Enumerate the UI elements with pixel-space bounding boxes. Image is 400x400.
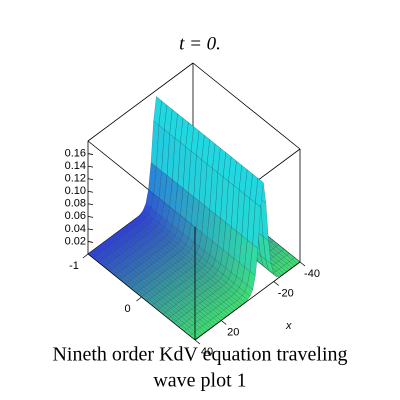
y-tick (82, 253, 89, 259)
x-tick (194, 339, 201, 345)
y-tick (136, 296, 142, 302)
x-tick (221, 320, 227, 325)
y-tick-label: 0 (124, 303, 130, 315)
z-tick (87, 153, 94, 155)
x-tick-label: 20 (227, 326, 239, 338)
z-tick-label: 0.06 (65, 210, 86, 222)
caption: wave plot 1 (153, 370, 246, 392)
chart-title: t = 0. (179, 33, 221, 54)
box-edge (87, 62, 194, 142)
z-tick-label: 0.14 (65, 160, 86, 172)
box-edge (192, 62, 301, 150)
z-tick (87, 165, 94, 168)
z-tick (87, 215, 94, 218)
x-tick (299, 261, 306, 267)
z-tick-label: 0.04 (65, 223, 86, 235)
x-axis-label: x (285, 320, 292, 332)
caption: Nineth order KdV equation traveling (52, 344, 347, 366)
z-tick-label: 0.02 (65, 235, 86, 247)
z-tick-label: 0.10 (65, 185, 86, 197)
z-tick-label: 0.12 (65, 173, 86, 185)
z-tick-label: 0.16 (65, 147, 86, 159)
x-tick-label: -40 (304, 268, 320, 280)
z-tick (87, 203, 94, 206)
x-tick-label: 40 (201, 346, 213, 358)
z-tick (87, 241, 94, 243)
z-tick (87, 178, 94, 181)
x-tick-label: -20 (278, 287, 294, 299)
z-tick (87, 190, 94, 193)
z-tick-label: 0.08 (65, 198, 86, 210)
box-edge (194, 261, 301, 341)
x-tick (273, 281, 279, 286)
z-tick (87, 228, 94, 231)
y-tick-label: -1 (69, 260, 79, 272)
